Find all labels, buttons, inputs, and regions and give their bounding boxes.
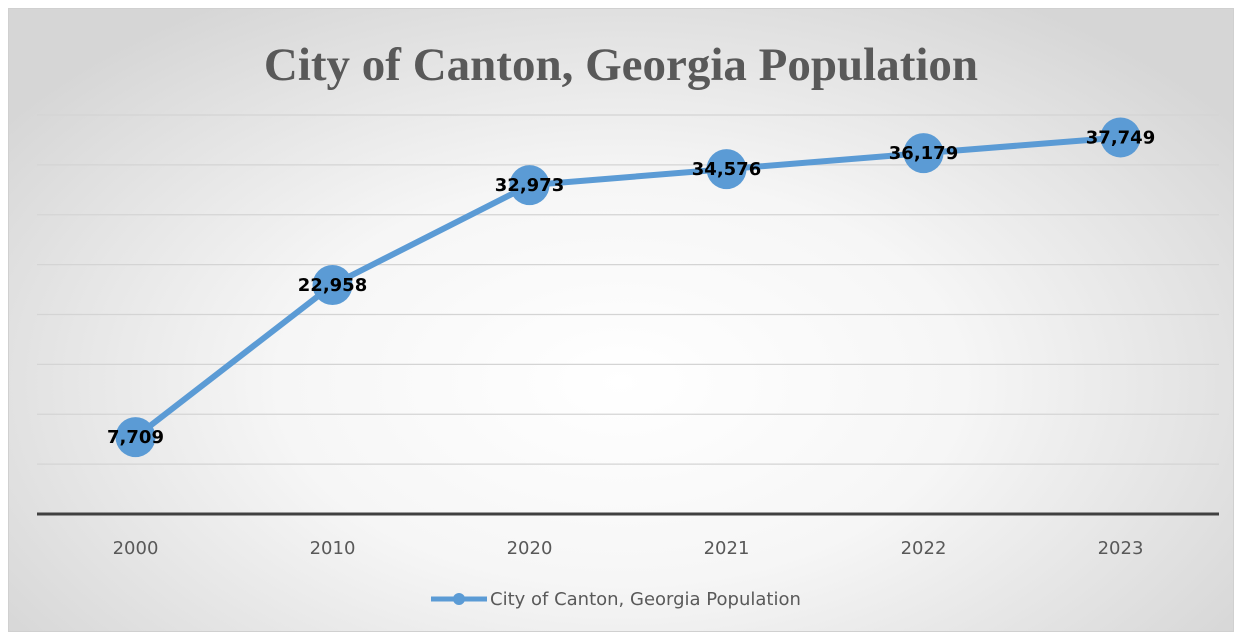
- series-line: [132, 134, 1124, 441]
- legend-label: City of Canton, Georgia Population: [490, 589, 801, 610]
- legend: City of Canton, Georgia Population: [431, 589, 801, 610]
- data-label: 7,709: [107, 427, 164, 448]
- x-tick-labels: 2000 2010 2020 2021 2022 2023: [113, 538, 1144, 559]
- data-point: [903, 133, 944, 174]
- gridlines: [37, 114, 1219, 465]
- data-point: [115, 417, 156, 458]
- data-label: 37,749: [1086, 127, 1155, 148]
- x-tick-label: 2021: [704, 538, 750, 559]
- data-point: [312, 264, 353, 305]
- chart-frame: City of Canton, Georgia Population 2000 2…: [8, 8, 1234, 632]
- data-label: 34,576: [692, 159, 761, 180]
- data-label: 22,958: [298, 275, 367, 296]
- x-tick-label: 2010: [310, 538, 356, 559]
- legend-marker: [453, 593, 465, 605]
- line-chart: 2000 2010 2020 2021 2022 2023 7,709 22,958 32,9…: [37, 114, 1219, 610]
- data-point: [706, 149, 747, 190]
- x-tick-label: 2020: [507, 538, 553, 559]
- data-label: 32,973: [495, 175, 564, 196]
- data-point: [1100, 117, 1141, 158]
- data-label: 36,179: [889, 143, 958, 164]
- chart-title: City of Canton, Georgia Population: [263, 39, 979, 91]
- x-tick-label: 2022: [901, 538, 947, 559]
- series-population: 7,709 22,958 32,973 34,576 36,179 37,749: [107, 117, 1155, 458]
- x-tick-label: 2000: [113, 538, 159, 559]
- x-tick-label: 2023: [1098, 538, 1144, 559]
- data-point: [509, 165, 550, 206]
